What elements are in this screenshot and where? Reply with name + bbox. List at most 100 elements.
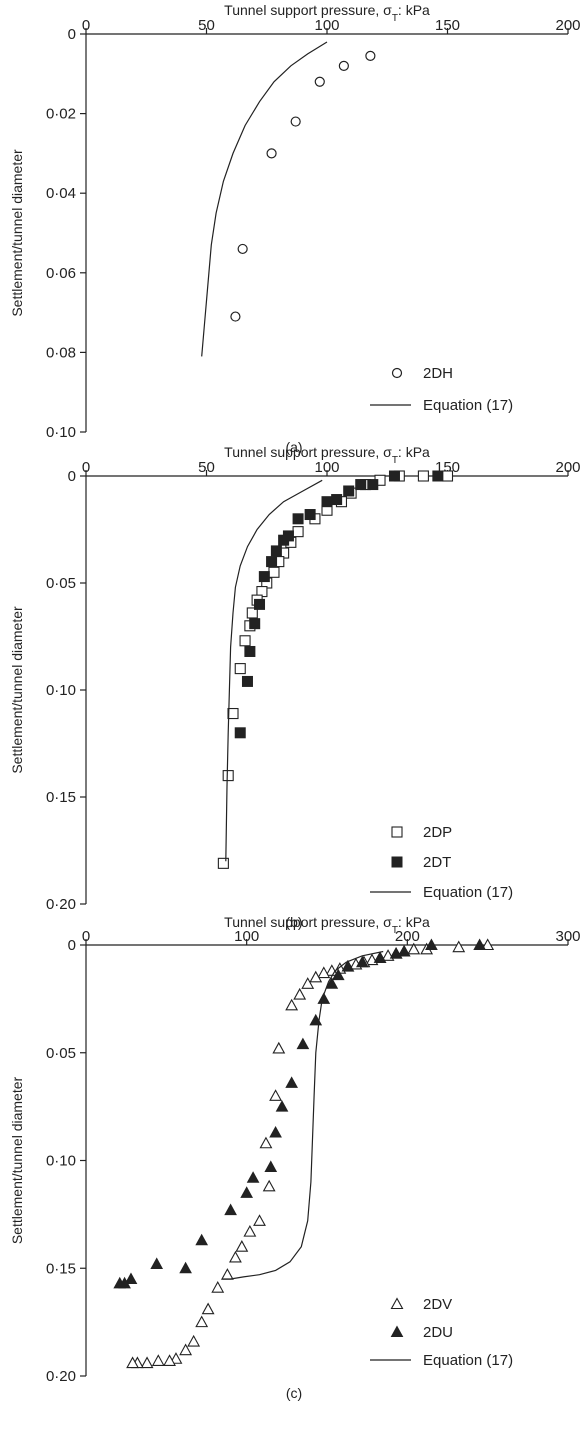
data-point-2dv [481, 938, 495, 951]
data-point-2dh [266, 148, 277, 159]
data-point-2dv [151, 1354, 165, 1366]
legend-label: 2DV [423, 1296, 452, 1313]
data-point-2du [341, 960, 355, 972]
y-tick-label: 0·05 [46, 575, 76, 592]
data-point-2dh [365, 50, 376, 61]
panel-label: (c) [286, 1385, 302, 1401]
data-point-2du [397, 944, 411, 957]
data-point-2dt [254, 598, 266, 610]
data-point-2dv [163, 1354, 176, 1366]
data-point-2du [269, 1125, 282, 1138]
y-tick-label: 0·15 [46, 789, 76, 806]
data-point-2du [285, 1076, 298, 1088]
data-point-2dv [293, 987, 307, 1000]
data-point-2dt [343, 485, 355, 497]
legend-label: 2DP [423, 824, 452, 841]
data-point-2dp [246, 607, 258, 619]
data-point-2dh [237, 243, 248, 255]
x-tick-label: 200 [395, 928, 420, 945]
data-point-2dv [452, 940, 466, 953]
panel-label: (b) [285, 914, 302, 930]
data-point-2dv [169, 1352, 183, 1364]
data-point-2dp [217, 857, 229, 869]
data-point-2dt [355, 479, 367, 491]
data-point-2du [124, 1272, 138, 1285]
data-point-2dt [292, 513, 304, 525]
y-tick-label: 0·08 [46, 344, 76, 361]
y-tick-label: 0·10 [46, 1153, 76, 1170]
data-point-2dv [259, 1136, 273, 1149]
legend-label: 2DU [423, 1324, 453, 1341]
x-tick-label: 50 [198, 17, 215, 34]
data-point-2dh [290, 116, 301, 127]
data-point-2du [473, 938, 486, 950]
data-point-2dt [270, 545, 282, 557]
y-tick-label: 0·10 [46, 682, 76, 699]
data-point-2dt [321, 496, 333, 508]
data-point-2dt [388, 470, 400, 482]
data-point-2dv [220, 1268, 234, 1280]
x-tick-label: 100 [314, 459, 339, 476]
y-tick-label: 0 [68, 937, 76, 954]
x-tick-label: 150 [435, 17, 460, 34]
x-axis-title-subscript: T [392, 455, 398, 466]
data-point-2dv [195, 1315, 209, 1328]
y-tick-label: 0·06 [46, 265, 76, 282]
x-axis-title-main: Tunnel support pressure, σ [224, 914, 392, 930]
series-line-equation-17 [225, 479, 323, 862]
x-tick-label: 300 [555, 928, 580, 945]
legend-label: Equation (17) [423, 1352, 513, 1369]
data-point-2du [373, 951, 387, 963]
data-point-2dt [234, 727, 246, 739]
y-axis-title: Settlement/tunnel diameter [9, 1077, 25, 1245]
data-point-2du [179, 1261, 192, 1274]
legend-label: Equation (17) [423, 884, 513, 901]
data-point-2dv [201, 1302, 215, 1315]
y-tick-label: 0 [68, 468, 76, 485]
data-point-2dv [187, 1334, 201, 1347]
x-tick-label: 100 [314, 17, 339, 34]
data-point-2du [246, 1171, 260, 1183]
x-axis-title-main: Tunnel support pressure, σ [224, 2, 392, 18]
data-point-2dh [338, 60, 349, 71]
y-tick-label: 0·02 [46, 106, 76, 123]
data-point-2du [356, 955, 369, 968]
data-point-2du [240, 1186, 254, 1198]
data-point-2dv [301, 977, 315, 989]
data-point-2dv [317, 966, 331, 979]
data-point-2dp [234, 663, 246, 675]
x-axis-title: Tunnel support pressure, σT: kPa [224, 914, 430, 936]
data-point-2dt [278, 534, 290, 546]
x-tick-label: 200 [555, 459, 580, 476]
data-point-2dp [222, 770, 234, 782]
data-point-2du [264, 1160, 278, 1172]
data-point-2dv [272, 1041, 286, 1054]
panel-a: 0 50 100 150 200 0 0·02 0·04 0·06 0·08 0·10 Tunnel … [9, 2, 581, 455]
data-point-2dt [241, 675, 253, 687]
series-line-equation-17 [201, 41, 328, 357]
data-point-2dv [243, 1224, 257, 1237]
data-point-2du [224, 1203, 237, 1216]
x-tick-label: 50 [198, 459, 215, 476]
data-point-2dv [228, 1250, 242, 1263]
x-axis-title: Tunnel support pressure, σT: kPa [224, 2, 430, 24]
data-point-2du [389, 947, 403, 959]
data-point-2dv [309, 970, 323, 983]
x-axis-title-main: Tunnel support pressure, σ [224, 444, 392, 460]
y-tick-label: 0·05 [46, 1045, 76, 1062]
data-point-2dv [126, 1356, 140, 1369]
x-tick-label: 200 [555, 17, 580, 34]
y-tick-label: 0·20 [46, 1368, 76, 1385]
data-point-2dv [179, 1343, 193, 1356]
panel-c: 0 100 200 300 0 0·05 0·10 0·15 0·20 Tunnel suppor… [9, 914, 581, 1401]
data-point-2dv [235, 1240, 249, 1252]
x-tick-label: 0 [82, 459, 90, 476]
data-point-2dp [227, 707, 239, 720]
legend-label: Equation (17) [423, 397, 513, 414]
data-point-2du [317, 992, 331, 1004]
data-point-2du [275, 1100, 289, 1112]
x-axis-title-subscript: T [392, 13, 398, 24]
data-point-2dt [249, 618, 261, 630]
legend-swatch-2dv [390, 1297, 404, 1310]
y-tick-label: 0·15 [46, 1260, 76, 1277]
